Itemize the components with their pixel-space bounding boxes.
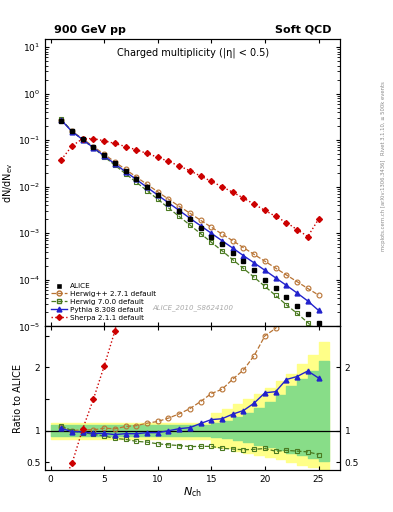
Legend: ALICE, Herwig++ 2.7.1 default, Herwig 7.0.0 default, Pythia 8.308 default, Sherp: ALICE, Herwig++ 2.7.1 default, Herwig 7.…: [49, 281, 158, 323]
Y-axis label: Ratio to ALICE: Ratio to ALICE: [13, 364, 23, 433]
Text: Rivet 3.1.10, ≥ 500k events: Rivet 3.1.10, ≥ 500k events: [381, 81, 386, 155]
Y-axis label: dN/dN$_{\rm ev}$: dN/dN$_{\rm ev}$: [1, 162, 15, 203]
Text: 900 GeV pp: 900 GeV pp: [54, 25, 126, 35]
Text: mcplots.cern.ch [arXiv:1306.3436]: mcplots.cern.ch [arXiv:1306.3436]: [381, 159, 386, 250]
Text: Charged multiplicity (|η| < 0.5): Charged multiplicity (|η| < 0.5): [116, 48, 269, 58]
Text: Soft QCD: Soft QCD: [275, 25, 331, 35]
Text: ALICE_2010_S8624100: ALICE_2010_S8624100: [152, 304, 233, 310]
X-axis label: $N_{\rm ch}$: $N_{\rm ch}$: [183, 485, 202, 499]
